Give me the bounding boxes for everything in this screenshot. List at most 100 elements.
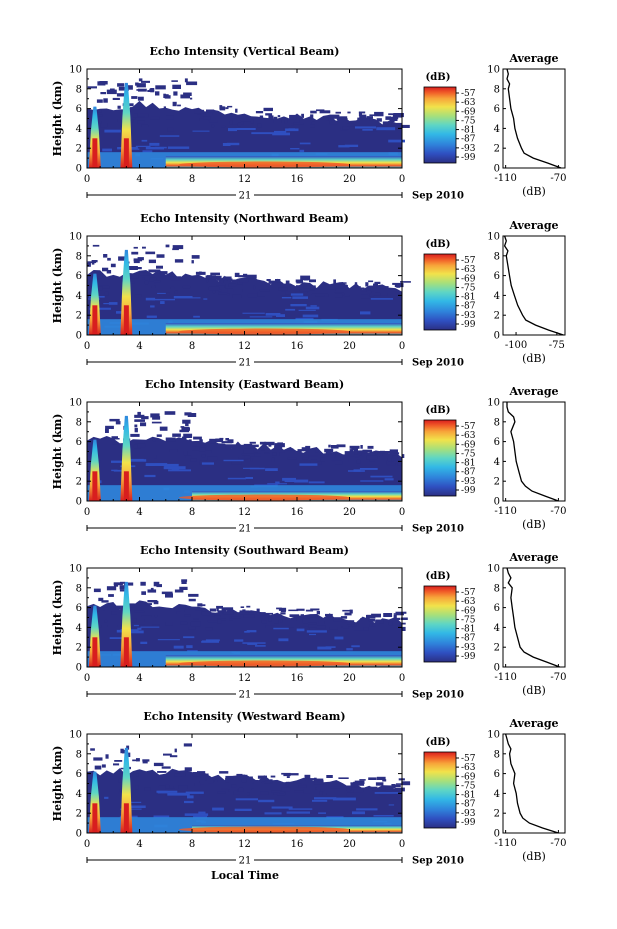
profile-frame bbox=[502, 567, 566, 668]
echo-patch bbox=[401, 454, 405, 458]
echo-patch bbox=[228, 283, 237, 287]
echo-patch bbox=[166, 115, 174, 120]
day-label: 21 bbox=[239, 358, 252, 369]
echo-patch bbox=[188, 606, 198, 610]
echo-patch bbox=[142, 246, 146, 249]
echo-patch bbox=[165, 244, 170, 248]
echo-streak bbox=[187, 650, 198, 652]
echo-patch bbox=[99, 81, 108, 85]
echo-patch bbox=[136, 89, 144, 91]
profile-y-tick-label: 4 bbox=[494, 789, 500, 800]
echo-patch bbox=[137, 411, 141, 416]
echo-streak bbox=[310, 305, 317, 307]
echo-patch bbox=[237, 774, 248, 777]
echo-streak bbox=[142, 150, 153, 153]
echo-patch bbox=[344, 612, 352, 616]
echo-patch bbox=[375, 782, 384, 786]
echo-patch bbox=[251, 788, 255, 791]
echo-streak bbox=[338, 145, 350, 148]
echo-patch bbox=[173, 91, 178, 96]
echo-streak bbox=[185, 791, 204, 794]
profile-x-tick-label: -70 bbox=[550, 838, 566, 849]
echo-patch bbox=[239, 278, 249, 283]
echo-patch bbox=[215, 438, 224, 443]
profile-frame bbox=[502, 401, 566, 502]
profile-x-label: (dB) bbox=[522, 850, 546, 863]
colorbar-tick-label: -57 bbox=[461, 754, 476, 764]
echo-patch bbox=[105, 754, 109, 759]
echo-streak bbox=[137, 627, 142, 630]
echo-streak bbox=[359, 468, 378, 470]
echo-patch bbox=[205, 450, 212, 454]
y-tick-label: 6 bbox=[76, 437, 82, 448]
echo-streak bbox=[265, 468, 278, 471]
echo-streak bbox=[167, 792, 190, 796]
echo-patch bbox=[346, 788, 351, 792]
echo-patch bbox=[250, 119, 254, 124]
echo-streak bbox=[187, 795, 194, 799]
echo-patch bbox=[255, 111, 264, 114]
echo-patch bbox=[156, 254, 165, 258]
echo-patch bbox=[170, 276, 182, 281]
echo-patch bbox=[114, 760, 123, 762]
echo-patch bbox=[382, 121, 392, 126]
echo-patch bbox=[233, 790, 240, 795]
echo-streak bbox=[236, 128, 256, 130]
echo-patch bbox=[314, 780, 324, 785]
y-tick-label: 0 bbox=[76, 663, 82, 674]
echo-patch bbox=[120, 748, 124, 754]
echo-patch bbox=[375, 125, 387, 129]
x-tick-label: 20 bbox=[343, 839, 356, 850]
echo-patch bbox=[216, 618, 226, 621]
echo-streak bbox=[373, 815, 394, 817]
echo-patch bbox=[228, 789, 231, 792]
echo-patch bbox=[208, 614, 215, 617]
echo-patch bbox=[177, 104, 181, 107]
echo-patch bbox=[153, 581, 160, 587]
echo-patch bbox=[212, 289, 216, 294]
echo-patch bbox=[268, 280, 278, 284]
echo-patch bbox=[139, 272, 150, 276]
date-label: Sep 2010 bbox=[412, 856, 464, 867]
echo-patch bbox=[107, 624, 118, 627]
echo-patch bbox=[285, 280, 290, 284]
echo-patch bbox=[401, 622, 406, 625]
echo-patch bbox=[327, 289, 336, 292]
echo-patch bbox=[300, 614, 304, 618]
echo-patch bbox=[134, 419, 145, 422]
y-axis-label: Height (km) bbox=[51, 746, 64, 822]
echo-patch bbox=[127, 266, 138, 270]
echo-patch bbox=[192, 772, 200, 777]
echo-patch bbox=[340, 616, 348, 619]
y-axis-label: Height (km) bbox=[51, 81, 64, 157]
echo-patch bbox=[210, 272, 220, 276]
echo-streak bbox=[222, 143, 231, 146]
echo-patch bbox=[127, 85, 133, 90]
echo-patch bbox=[191, 260, 194, 264]
y-tick-label: 0 bbox=[76, 164, 82, 175]
echo-patch bbox=[211, 439, 216, 444]
echo-patch bbox=[379, 792, 387, 796]
echo-patch bbox=[243, 448, 254, 454]
echo-streak bbox=[223, 459, 244, 462]
echo-patch bbox=[395, 617, 401, 620]
echo-patch bbox=[240, 606, 245, 608]
echo-patch bbox=[225, 438, 229, 441]
x-tick-label: 0 bbox=[84, 507, 90, 518]
echo-patch bbox=[355, 286, 361, 288]
echo-streak bbox=[154, 146, 167, 149]
echo-patch bbox=[97, 121, 102, 124]
echo-patch bbox=[141, 80, 150, 83]
echo-streak bbox=[228, 128, 237, 132]
y-axis-label: Height (km) bbox=[51, 414, 64, 490]
echo-patch bbox=[342, 609, 352, 612]
echo-streak bbox=[149, 142, 160, 146]
echo-patch bbox=[395, 611, 407, 614]
echo-patch bbox=[392, 282, 402, 285]
echo-patch bbox=[349, 609, 353, 614]
echo-patch bbox=[349, 445, 360, 449]
echo-patch bbox=[240, 119, 252, 122]
echo-patch bbox=[261, 781, 264, 784]
date-label: Sep 2010 bbox=[412, 524, 464, 535]
echo-patch bbox=[274, 619, 279, 624]
